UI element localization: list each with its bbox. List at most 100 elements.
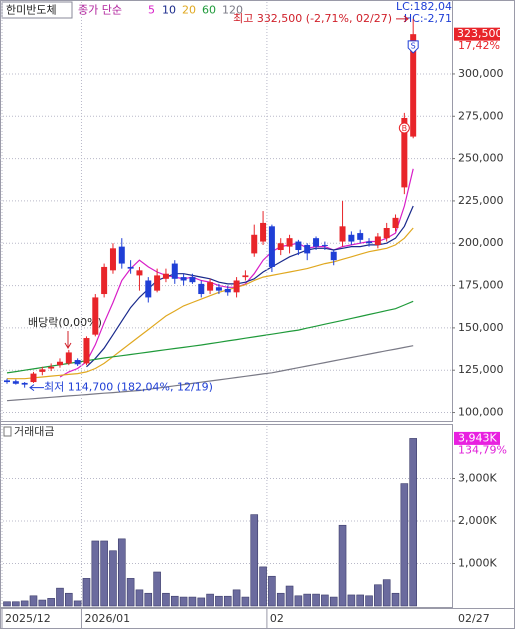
volume-bar (12, 601, 20, 607)
volume-bar (382, 579, 391, 607)
last-volume-box (454, 431, 500, 445)
ma-line (86, 205, 414, 368)
volume-bar (365, 595, 373, 607)
candle-body (74, 360, 81, 365)
low-arrow (29, 384, 44, 392)
sell-marker: S (411, 41, 416, 50)
legend-entry: 120 (222, 4, 243, 17)
volume-bar (232, 589, 241, 607)
volume-title: 거래대금 (14, 425, 54, 438)
title-box (1, 1, 73, 19)
candle-body (30, 373, 37, 383)
candle-body (4, 380, 10, 383)
volume-bar (259, 566, 267, 607)
candle-body (383, 228, 390, 239)
candle-body (295, 241, 302, 251)
volume-bar (321, 594, 329, 607)
candle-body (357, 233, 364, 240)
candle-body (286, 238, 293, 247)
ma-line (7, 227, 414, 380)
last-change: 17,42% (458, 39, 500, 52)
candle-body (366, 241, 373, 244)
candle-body (224, 288, 231, 293)
volume-bar (223, 595, 232, 607)
volume-bar (347, 594, 356, 607)
buy-marker-icon (398, 122, 410, 134)
volume-bar (338, 524, 347, 607)
volume-bar (303, 593, 312, 607)
candle-body (189, 277, 196, 283)
info-hc: HC:-2,71 (404, 12, 452, 25)
volume-bar (268, 575, 276, 607)
legend-entry: 5 (148, 4, 155, 17)
volume-bar (400, 483, 409, 607)
candle-body (101, 266, 108, 295)
high-arrow (396, 15, 409, 23)
candle-body (136, 270, 143, 276)
info-lc: LC:182,04 (396, 0, 452, 13)
candle-body (171, 263, 178, 279)
candle-body (339, 226, 346, 242)
y-tick-label: 3,000K (458, 471, 497, 484)
stock-title: 한미반도체 (6, 4, 57, 17)
volume-bar (356, 594, 365, 607)
volume-bar (329, 596, 338, 607)
volume-bar (29, 595, 38, 607)
y-tick-label: 300,000 (458, 67, 504, 80)
volume-bar (3, 601, 11, 607)
volume-bar (100, 540, 108, 607)
candle-body (215, 287, 222, 291)
candle-body (65, 352, 72, 364)
legend-entry: 20 (182, 4, 196, 17)
volume-bar (65, 592, 73, 607)
volume-bar (38, 599, 47, 607)
candle-body (277, 243, 284, 251)
x-tick-label: 2025/12 (5, 612, 51, 625)
candle-body (374, 236, 381, 245)
price-panel (0, 0, 453, 422)
candle-body (118, 246, 125, 264)
y-tick-label: 175,000 (458, 279, 504, 292)
candle-body (321, 244, 328, 246)
volume-bar (294, 595, 303, 607)
y-tick-label: 2,000K (458, 514, 497, 527)
volume-bar (47, 598, 55, 607)
volume-bar (215, 595, 223, 607)
volume-bar (73, 600, 82, 607)
volume-bar (153, 571, 161, 607)
volume-bar (250, 514, 259, 607)
candle-body (330, 251, 337, 261)
candle-body (145, 280, 152, 298)
volume-bar (162, 592, 170, 607)
candle-body (233, 280, 240, 293)
candle-body (39, 369, 46, 372)
volume-bar (276, 592, 285, 607)
candle-body (207, 282, 214, 291)
y-tick-label: 125,000 (458, 363, 504, 376)
candle-body (48, 366, 55, 369)
volume-bar (285, 585, 294, 607)
ma-line (6, 345, 414, 402)
volume-bar (374, 584, 382, 607)
candle-body (392, 217, 399, 229)
sell-marker-icon (407, 40, 419, 54)
candle-body (401, 117, 408, 188)
candle-body (251, 234, 258, 254)
volume-bar (170, 595, 179, 607)
ma-label: 종가 단순 (78, 4, 122, 17)
candle-body (162, 273, 169, 279)
last-volume-change: 134,79% (458, 443, 507, 456)
low-annotation: 최저 114,700 (182,04%, 12/19) (44, 381, 213, 394)
volume-bar (241, 596, 250, 607)
buy-marker: B (402, 124, 408, 133)
y-tick-label: 200,000 (458, 236, 504, 249)
volume-bar (179, 596, 188, 607)
high-annotation: 최고 332,500 (-2,71%, 02/27) (233, 12, 392, 25)
candle-body (410, 34, 417, 137)
volume-bar (20, 600, 29, 607)
legend-entry: 60 (202, 4, 216, 17)
candle-body (92, 297, 99, 335)
volume-bar (56, 587, 64, 607)
candle-body (83, 338, 90, 364)
